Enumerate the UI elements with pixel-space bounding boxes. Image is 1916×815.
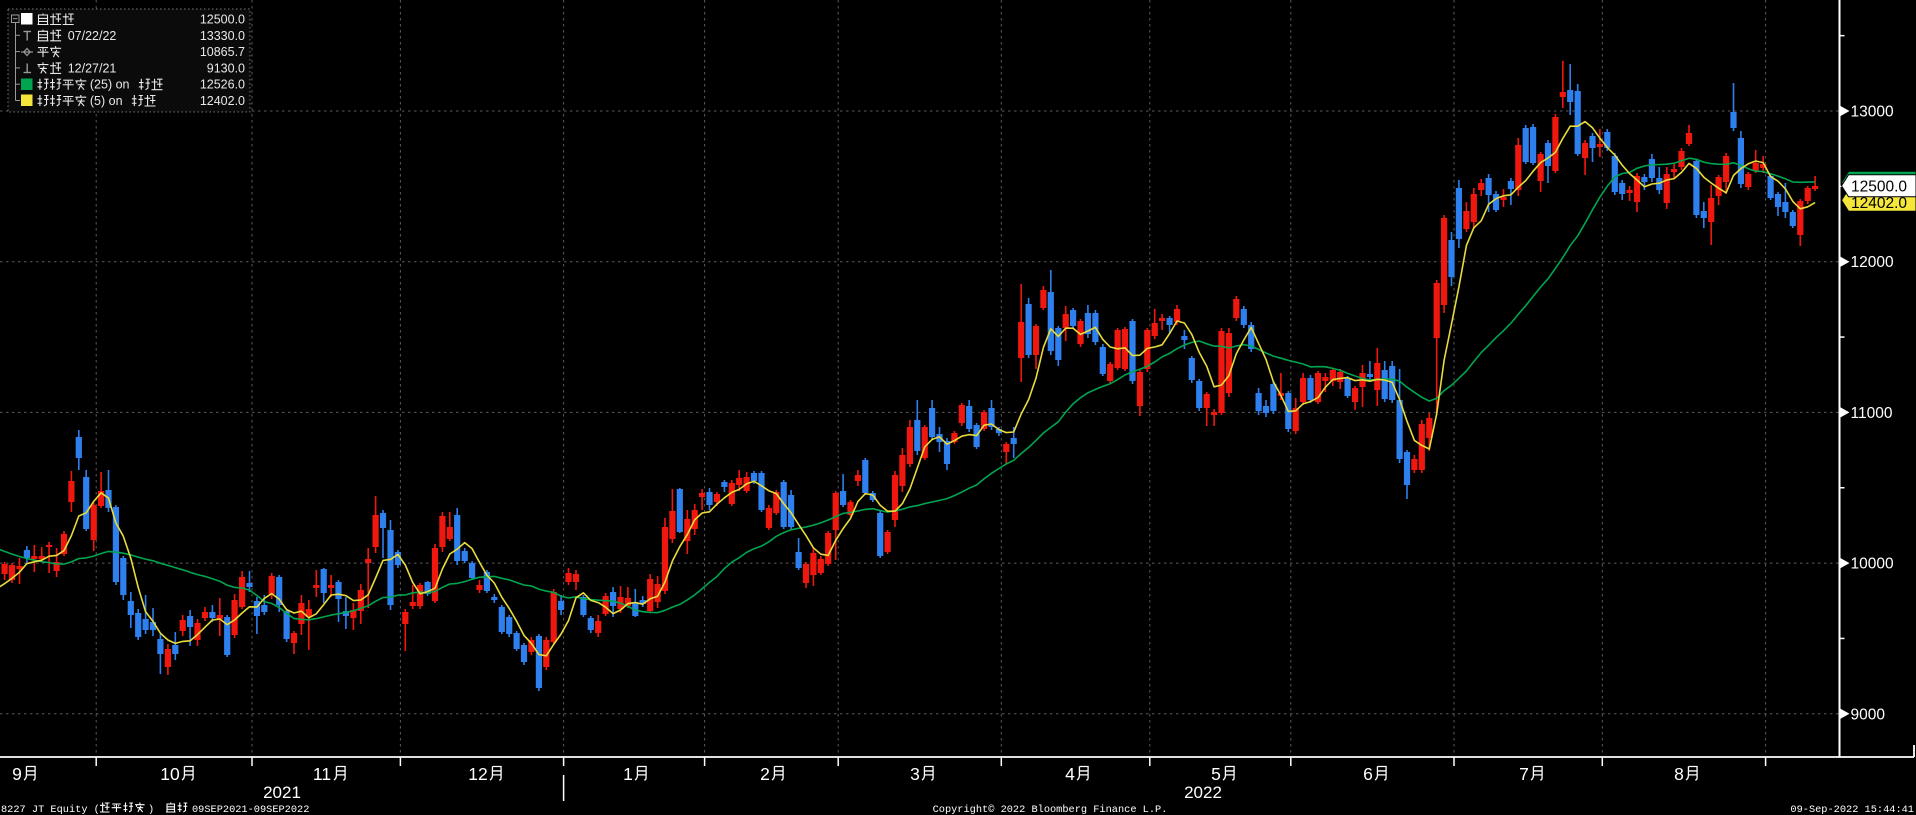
svg-text:9000: 9000	[1851, 706, 1886, 723]
svg-text:9130.0: 9130.0	[207, 61, 245, 75]
svg-text:10: 10	[160, 764, 180, 784]
svg-text:9: 9	[12, 764, 22, 784]
svg-text:12526.0: 12526.0	[200, 78, 245, 92]
svg-text:4: 4	[1065, 764, 1075, 784]
svg-text:Copyright© 2022 Bloomberg Fina: Copyright© 2022 Bloomberg Finance L.P.	[933, 804, 1168, 815]
svg-text:11: 11	[313, 764, 331, 784]
svg-text:12500.0: 12500.0	[200, 13, 245, 27]
svg-text:13000: 13000	[1851, 104, 1894, 121]
svg-text:13330.0: 13330.0	[200, 29, 245, 43]
svg-text:2: 2	[760, 764, 770, 784]
svg-text:12/27/21: 12/27/21	[68, 61, 117, 75]
svg-text:1: 1	[623, 764, 633, 784]
svg-text:8227 JT Equity (: 8227 JT Equity (	[1, 804, 100, 815]
svg-text:): )	[148, 804, 154, 815]
svg-text:7: 7	[1519, 764, 1529, 784]
svg-text:2022: 2022	[1184, 783, 1222, 802]
svg-text:10865.7: 10865.7	[200, 45, 245, 59]
svg-text:12: 12	[468, 764, 487, 784]
svg-text:10000: 10000	[1851, 556, 1894, 573]
svg-text:6: 6	[1363, 764, 1373, 784]
svg-text:12402.0: 12402.0	[1851, 195, 1907, 212]
svg-text:(25) on: (25) on	[90, 78, 130, 92]
svg-text:2021: 2021	[263, 783, 301, 802]
svg-text:3: 3	[910, 764, 920, 784]
svg-text:(5) on: (5) on	[90, 94, 123, 108]
svg-text:09-Sep-2022 15:44:41: 09-Sep-2022 15:44:41	[1790, 804, 1914, 815]
svg-text:5: 5	[1211, 764, 1221, 784]
svg-text:12402.0: 12402.0	[200, 94, 245, 108]
svg-text:12000: 12000	[1851, 254, 1894, 271]
svg-text:12500.0: 12500.0	[1851, 178, 1907, 195]
svg-text:11000: 11000	[1851, 405, 1893, 422]
svg-text:07/22/22: 07/22/22	[68, 29, 117, 43]
svg-text:8: 8	[1674, 764, 1684, 784]
svg-text:09SEP2021-09SEP2022: 09SEP2021-09SEP2022	[192, 804, 309, 815]
